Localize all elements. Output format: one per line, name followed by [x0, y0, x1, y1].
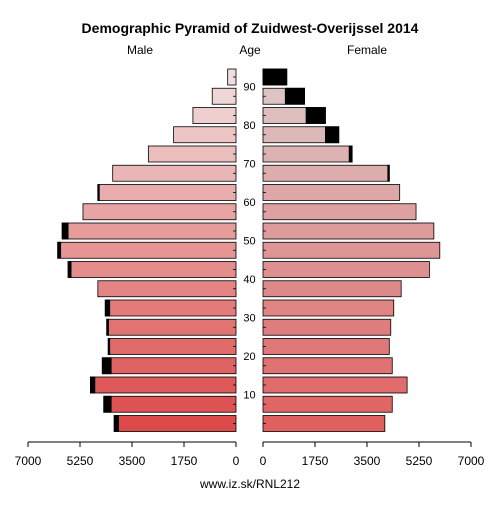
female-bar-dark-segment: [284, 87, 305, 105]
male-bar-dark-segment: [61, 222, 69, 240]
female-bar-dark-segment: [348, 145, 353, 163]
male-bar: [147, 145, 237, 163]
male-x-tick-label: 5250: [67, 454, 94, 468]
female-bar: [262, 395, 393, 413]
male-bar: [104, 299, 237, 317]
female-bar: [262, 261, 430, 278]
male-bar: [97, 280, 237, 298]
male-bar: [106, 318, 237, 336]
age-tick-label: 60: [243, 197, 255, 209]
female-bar: [262, 357, 393, 375]
male-bar: [57, 241, 237, 259]
female-bar: [262, 280, 402, 298]
male-bar: [67, 261, 237, 278]
male-bar-dark-segment: [106, 318, 109, 336]
female-x-tick-label: 1750: [302, 454, 329, 468]
female-bar-dark-segment: [262, 68, 288, 86]
female-x-tick-label: 7000: [458, 454, 485, 468]
male-bar: [82, 203, 237, 221]
female-bar: [262, 376, 408, 394]
male-bar: [112, 164, 237, 182]
male-bar-dark-segment: [104, 299, 111, 317]
male-bar-dark-segment: [101, 357, 112, 375]
female-x-tick-label: 0: [260, 454, 267, 468]
age-tick-label: 30: [243, 313, 255, 325]
male-bar: [103, 395, 237, 413]
male-bar: [107, 338, 237, 355]
age-header: Age: [239, 43, 261, 57]
female-bar: [262, 338, 390, 355]
female-header: Female: [347, 43, 387, 57]
female-bar: [262, 241, 441, 259]
female-x-tick-label: 5250: [406, 454, 433, 468]
female-bar: [262, 203, 417, 221]
male-bar-dark-segment: [67, 261, 72, 278]
female-bar: [262, 318, 392, 336]
male-bar-dark-segment: [57, 241, 62, 259]
male-bar-dark-segment: [113, 415, 120, 432]
age-tick-label: 50: [243, 236, 255, 248]
male-x-tick-label: 3500: [119, 454, 146, 468]
male-bar: [192, 107, 237, 124]
female-bar: [262, 415, 386, 432]
male-x-tick-label: 1750: [171, 454, 198, 468]
male-bar-dark-segment: [107, 338, 111, 355]
male-bar-dark-segment: [90, 376, 96, 394]
female-bar-dark-segment: [305, 107, 326, 124]
female-bar: [262, 145, 353, 163]
chart-title: Demographic Pyramid of Zuidwest-Overijss…: [82, 20, 419, 36]
male-bar: [90, 376, 237, 394]
age-tick-label: 80: [243, 120, 255, 132]
male-header: Male: [127, 43, 153, 57]
female-bar: [262, 299, 395, 317]
male-bar-dark-segment: [103, 395, 112, 413]
male-x-tick-label: 7000: [15, 454, 42, 468]
male-x-tick-label: 0: [233, 454, 240, 468]
male-bar: [211, 87, 237, 105]
female-bar-dark-segment: [387, 164, 390, 182]
age-tick-label: 90: [243, 82, 255, 94]
male-bar: [113, 415, 237, 432]
male-bar: [173, 126, 237, 144]
male-bar: [101, 357, 237, 375]
age-tick-label: 20: [243, 351, 255, 363]
age-tick-label: 10: [243, 390, 255, 402]
female-bar: [262, 222, 435, 240]
male-bar: [97, 184, 237, 201]
male-bar: [61, 222, 237, 240]
age-tick-label: 70: [243, 159, 255, 171]
age-tick-label: 40: [243, 274, 255, 286]
bars-group: [57, 68, 441, 432]
female-bar: [262, 164, 390, 182]
male-bar-dark-segment: [97, 184, 100, 201]
female-x-tick-label: 3500: [354, 454, 381, 468]
female-bar-dark-segment: [324, 126, 340, 144]
axes-group: 10 20 30 40 50 60 70 80 90 7000 5250 3500 1750 0 0 1750…: [15, 76, 485, 468]
female-bar: [262, 184, 401, 201]
footer-url: www.iz.sk/RNL212: [199, 477, 300, 491]
